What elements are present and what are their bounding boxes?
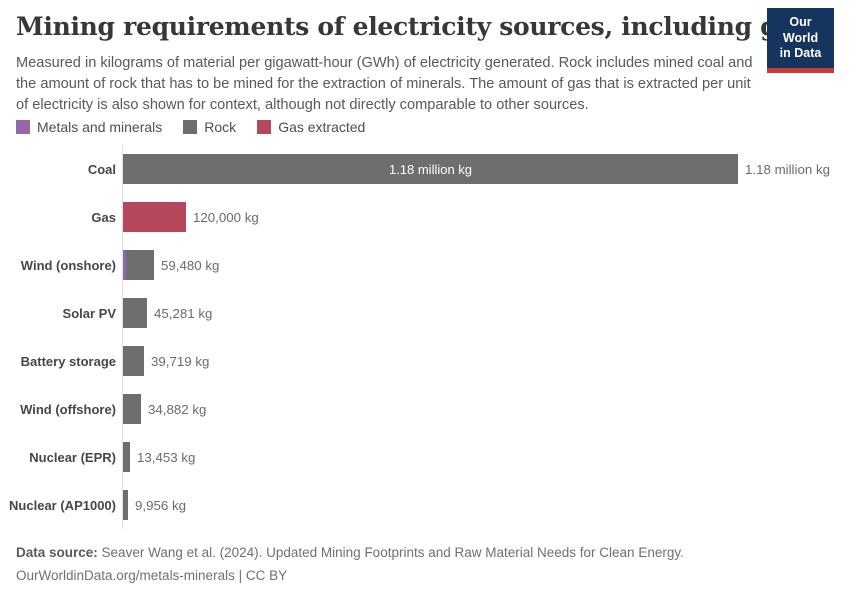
value-label: 34,882 kg (148, 401, 207, 417)
bar-segment-metals (123, 250, 126, 280)
bar-battery-storage[interactable] (123, 346, 144, 376)
bar-area: 59,480 kg (122, 241, 842, 289)
category-label: Nuclear (EPR) (29, 449, 116, 465)
chart-footer: Data source: Seaver Wang et al. (2024). … (16, 541, 834, 587)
bar-area: 9,956 kg (122, 481, 842, 529)
bar-area: 45,281 kg (122, 289, 842, 337)
bar-segment-rock (126, 250, 154, 280)
legend-label: Rock (204, 119, 237, 135)
bar-row: Nuclear (EPR) 13,453 kg (8, 433, 842, 481)
bar-area: 13,453 kg (122, 433, 842, 481)
bar-row: Solar PV 45,281 kg (8, 289, 842, 337)
legend-label: Gas extracted (278, 119, 366, 135)
chart-legend: Metals and minerals Rock Gas extracted (16, 119, 386, 135)
bar-row: Gas 120,000 kg (8, 193, 842, 241)
license-line[interactable]: OurWorldinData.org/metals-minerals | CC … (16, 568, 288, 583)
bar-coal[interactable]: 1.18 million kg (123, 154, 738, 184)
legend-item-metals-and-minerals[interactable]: Metals and minerals (16, 119, 162, 135)
value-label: 1.18 million kg (745, 161, 830, 177)
datasource-text[interactable]: Seaver Wang et al. (2024). Updated Minin… (101, 545, 684, 560)
category-label: Gas (91, 209, 116, 225)
owid-logo-line2: in Data (779, 46, 822, 61)
bar-segment-rock: 1.18 million kg (123, 154, 738, 184)
category-label: Wind (offshore) (20, 401, 116, 417)
owid-logo-line1: Our World (782, 15, 819, 45)
bar-area: 34,882 kg (122, 385, 842, 433)
value-label: 120,000 kg (193, 209, 259, 225)
category-label: Wind (onshore) (20, 257, 116, 273)
value-label: 13,453 kg (137, 449, 196, 465)
chart-title: Mining requirements of electricity sourc… (16, 12, 808, 41)
datasource-label: Data source: (16, 545, 98, 560)
bar-wind-offshore-[interactable] (123, 394, 141, 424)
bar-row: Battery storage 39,719 kg (8, 337, 842, 385)
legend-item-rock[interactable]: Rock (183, 119, 236, 135)
bar-area: 39,719 kg (122, 337, 842, 385)
legend-label: Metals and minerals (37, 119, 163, 135)
chart-subtitle: Measured in kilograms of material per gi… (16, 55, 753, 113)
category-label: Coal (87, 161, 116, 177)
bar-chart: Coal 1.18 million kg 1.18 million kg Gas 120… (8, 145, 842, 529)
category-label: Nuclear (AP1000) (9, 497, 116, 513)
bar-solar-pv[interactable] (123, 298, 147, 328)
bar-wind-onshore-[interactable] (123, 250, 154, 280)
category-label: Solar PV (62, 305, 116, 321)
value-label: 45,281 kg (154, 305, 213, 321)
inside-value-label: 1.18 million kg (388, 161, 473, 177)
chart-header: Mining requirements of electricity sourc… (16, 8, 834, 116)
bar-area: 120,000 kg (122, 193, 842, 241)
legend-item-gas-extracted[interactable]: Gas extracted (257, 119, 365, 135)
bar-segment-rock (123, 394, 141, 424)
value-label: 9,956 kg (135, 497, 187, 513)
bar-nuclear-epr-[interactable] (123, 442, 130, 472)
legend-swatch-icon (183, 120, 198, 134)
bar-segment-rock (123, 298, 147, 328)
bar-row: Wind (onshore) 59,480 kg (8, 241, 842, 289)
legend-swatch-icon (257, 120, 272, 134)
bar-segment-gas-extracted (123, 202, 186, 232)
value-label: 59,480 kg (161, 257, 220, 273)
bar-segment-rock (123, 442, 130, 472)
bar-area: 1.18 million kg 1.18 million kg (122, 145, 842, 193)
value-label: 39,719 kg (151, 353, 210, 369)
datasource-line: Data source: Seaver Wang et al. (2024). … (16, 541, 834, 564)
bar-segment-rock (123, 490, 128, 520)
bar-row: Nuclear (AP1000) 9,956 kg (8, 481, 842, 529)
category-label: Battery storage (20, 353, 116, 369)
bar-segment-rock (123, 346, 144, 376)
bar-gas[interactable] (123, 202, 186, 232)
legend-swatch-icon (16, 120, 30, 134)
bar-row: Wind (offshore) 34,882 kg (8, 385, 842, 433)
owid-logo[interactable]: Our World in Data (767, 8, 834, 73)
bar-nuclear-ap1000-[interactable] (123, 490, 128, 520)
bar-row: Coal 1.18 million kg 1.18 million kg (8, 145, 842, 193)
